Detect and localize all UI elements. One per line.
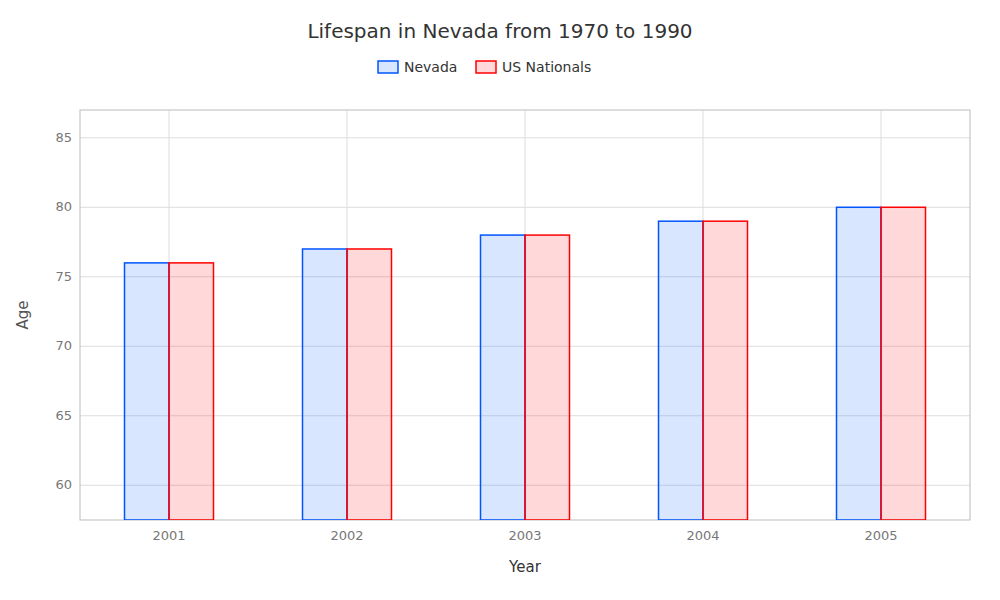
bar bbox=[525, 235, 570, 520]
bars bbox=[125, 207, 926, 520]
bar bbox=[481, 235, 526, 520]
legend: Nevada US Nationals bbox=[378, 59, 591, 75]
tick-label: 2003 bbox=[508, 528, 541, 543]
grid bbox=[80, 110, 970, 520]
tick-label: 2001 bbox=[152, 528, 185, 543]
bar bbox=[703, 221, 748, 520]
tick-label: 2002 bbox=[330, 528, 363, 543]
legend-label: Nevada bbox=[404, 59, 457, 75]
tick-label: 60 bbox=[55, 477, 72, 492]
x-axis: 2001 2002 2003 2004 2005 bbox=[152, 528, 897, 543]
bar bbox=[837, 207, 882, 520]
tick-label: 2005 bbox=[864, 528, 897, 543]
bar bbox=[125, 263, 170, 520]
legend-label: US Nationals bbox=[502, 59, 591, 75]
tick-label: 85 bbox=[55, 130, 72, 145]
title: Lifespan in Nevada from 1970 to 1990 bbox=[307, 19, 692, 43]
y-axis: 60 65 70 75 80 85 bbox=[55, 130, 72, 492]
chart-svg: Lifespan in Nevada from 1970 to 1990 60 65… bbox=[0, 0, 1000, 600]
legend-swatch bbox=[378, 61, 398, 73]
tick-label: 2004 bbox=[686, 528, 719, 543]
tick-label: 65 bbox=[55, 408, 72, 423]
bar bbox=[347, 249, 392, 520]
y-axis-label: Age bbox=[14, 300, 32, 329]
legend-swatch bbox=[476, 61, 496, 73]
tick-label: 75 bbox=[55, 269, 72, 284]
bar bbox=[659, 221, 704, 520]
bar bbox=[303, 249, 348, 520]
bar bbox=[881, 207, 926, 520]
tick-label: 70 bbox=[55, 338, 72, 353]
bar bbox=[169, 263, 214, 520]
chart-container: Lifespan in Nevada from 1970 to 1990 60 65… bbox=[0, 0, 1000, 600]
tick-label: 80 bbox=[55, 199, 72, 214]
plot-frame bbox=[80, 110, 970, 520]
x-axis-label: Year bbox=[508, 558, 542, 576]
